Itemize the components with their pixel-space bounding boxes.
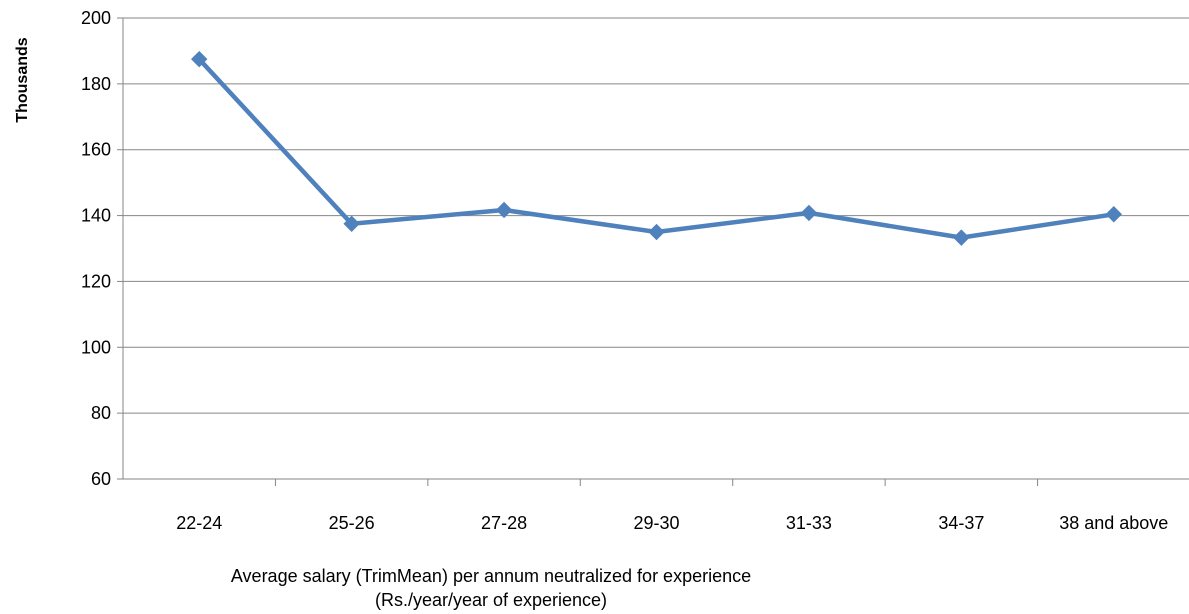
grid-lines bbox=[123, 17, 1189, 414]
axes bbox=[117, 17, 1189, 486]
data-point-marker bbox=[343, 215, 360, 233]
x-tick-labels: 22-24 25-26 27-28 29-30 31-33 34-37 38 and abo… bbox=[176, 513, 1168, 533]
series-line-path bbox=[197, 57, 1115, 240]
x-tick-label: 22-24 bbox=[176, 513, 222, 533]
y-tick-label: 160 bbox=[81, 140, 111, 160]
y-tick-label: 120 bbox=[81, 271, 111, 291]
x-axis-title-line-2: (Rs./year/year of experience) bbox=[375, 590, 607, 610]
data-point-marker bbox=[953, 229, 970, 246]
y-tick-labels: 60 80 100 120 140 160 180 200 bbox=[81, 8, 111, 489]
data-points bbox=[191, 50, 1122, 246]
y-tick-label: 100 bbox=[81, 337, 111, 357]
x-tick-label: 27-28 bbox=[481, 513, 527, 533]
x-axis-title-line-1: Average salary (TrimMean) per annum neut… bbox=[231, 566, 751, 586]
x-tick-label: 25-26 bbox=[329, 513, 375, 533]
data-point-marker bbox=[495, 201, 513, 219]
y-tick-label: 80 bbox=[91, 403, 111, 423]
x-tick-label: 31-33 bbox=[786, 513, 832, 533]
y-tick-label: 60 bbox=[91, 469, 111, 489]
x-tick-label: 29-30 bbox=[633, 513, 679, 533]
data-point-marker bbox=[648, 223, 665, 241]
data-point-marker bbox=[191, 50, 208, 68]
x-tick-label: 38 and above bbox=[1059, 513, 1168, 533]
series-line bbox=[197, 57, 1115, 240]
data-point-marker bbox=[1105, 206, 1122, 223]
y-tick-label: 200 bbox=[81, 8, 111, 28]
y-axis-title: Thousands bbox=[14, 37, 31, 122]
y-tick-label: 180 bbox=[81, 74, 111, 94]
x-tick-label: 34-37 bbox=[938, 513, 984, 533]
data-point-marker bbox=[800, 204, 818, 222]
y-tick-label: 140 bbox=[81, 206, 111, 226]
